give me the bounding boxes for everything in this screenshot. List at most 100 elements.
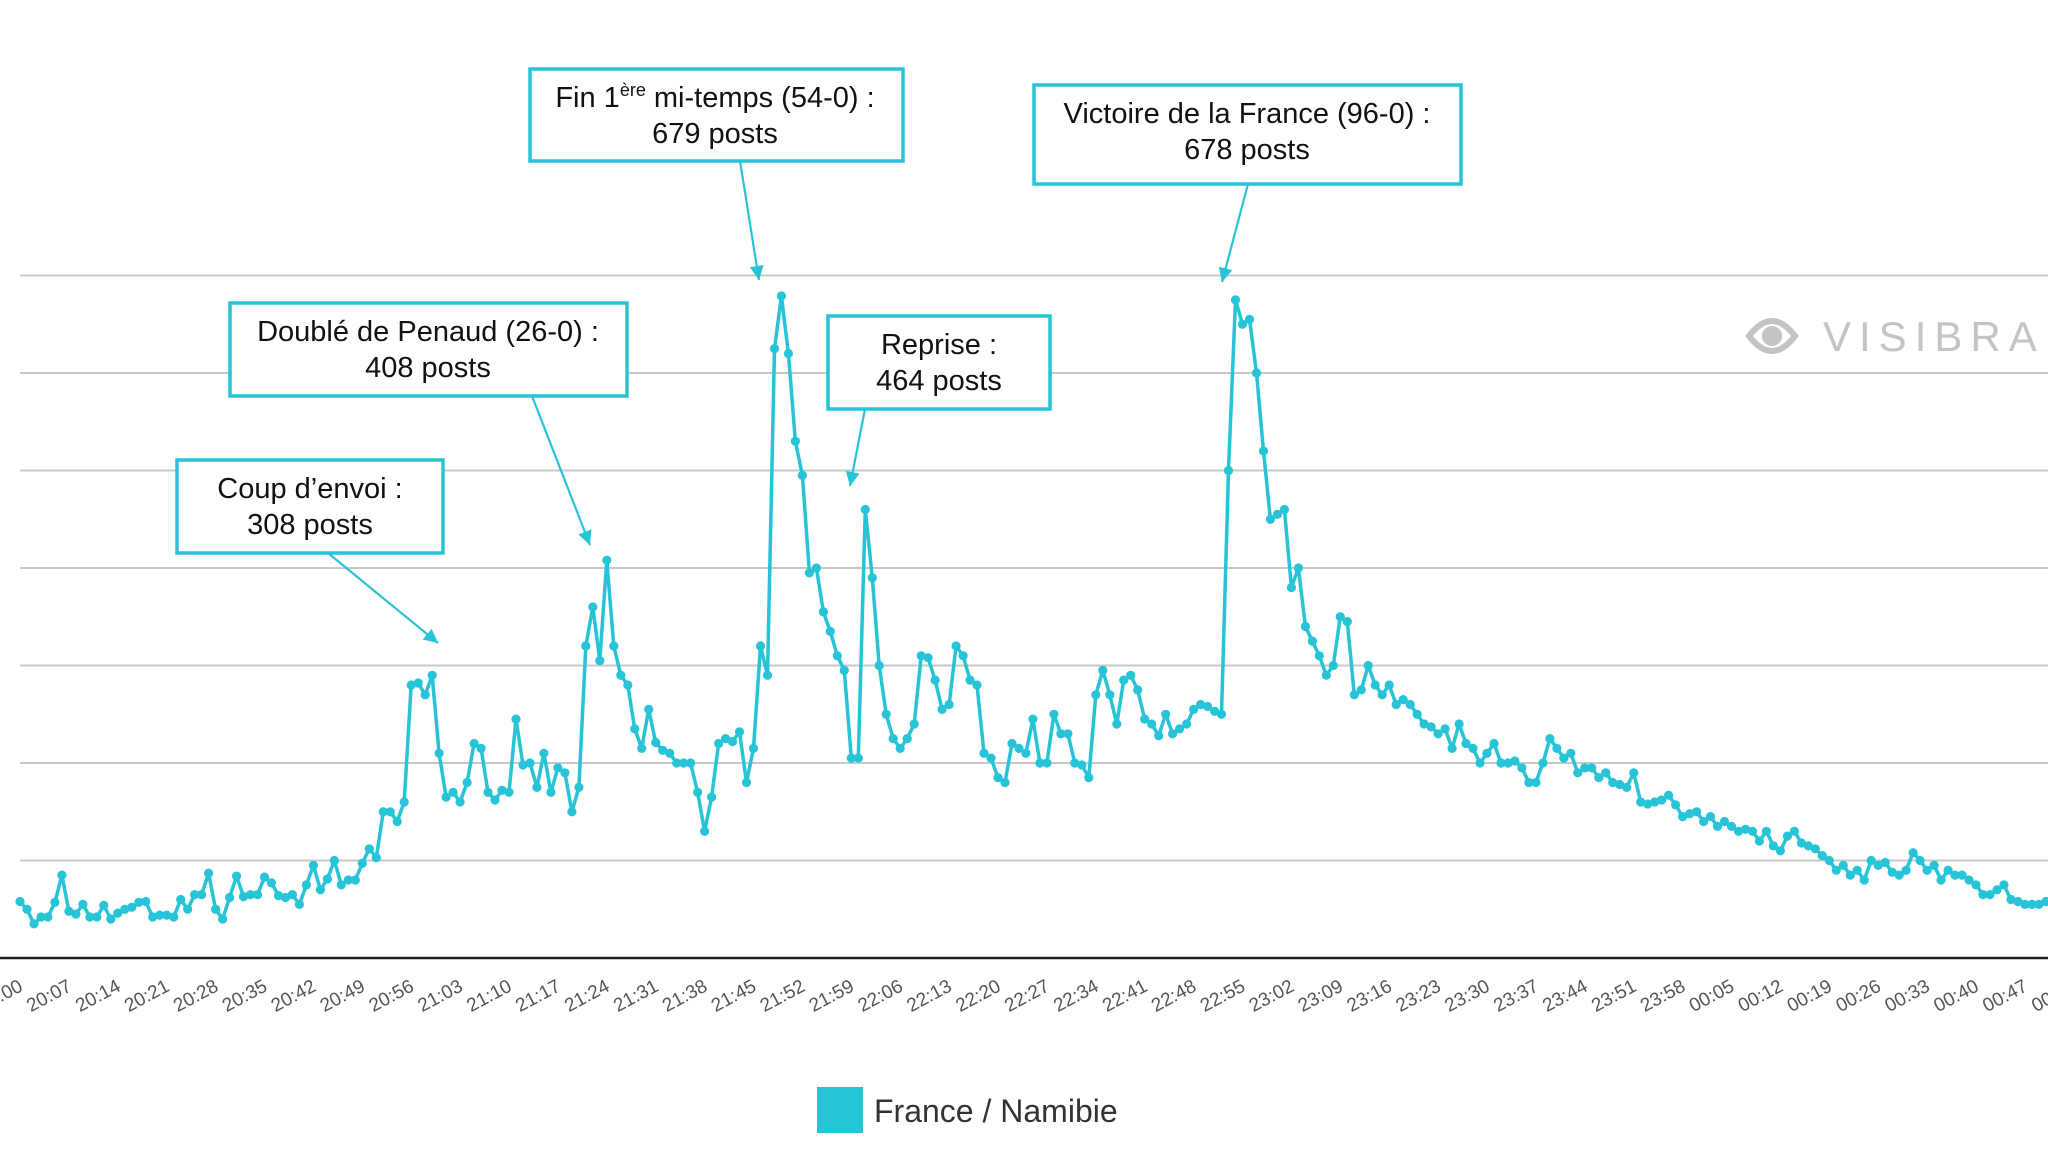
data-point <box>43 912 53 922</box>
data-point <box>490 795 500 805</box>
data-point <box>1664 790 1674 800</box>
data-point <box>1405 699 1415 710</box>
data-point <box>50 897 60 908</box>
data-point <box>972 680 982 690</box>
data-point <box>1384 680 1394 690</box>
data-point <box>1943 865 1953 875</box>
data-point <box>364 844 374 854</box>
data-point <box>462 777 472 788</box>
data-point <box>1426 722 1436 732</box>
data-point <box>1070 758 1080 768</box>
data-point <box>252 890 263 900</box>
data-point <box>434 748 444 758</box>
data-point <box>1873 860 1883 871</box>
data-point <box>734 727 745 737</box>
data-point <box>315 885 325 895</box>
data-point <box>1391 699 1401 710</box>
data-point <box>1042 758 1052 768</box>
x-tick-label: 22:06 <box>855 976 907 1017</box>
data-point <box>986 753 996 763</box>
data-point <box>1824 855 1834 866</box>
data-point <box>1622 782 1632 793</box>
data-point <box>714 738 724 749</box>
data-point <box>1028 714 1038 724</box>
annotation-arrowhead <box>578 529 592 545</box>
data-point <box>1105 690 1115 700</box>
data-point <box>818 607 829 617</box>
data-point <box>1922 865 1932 875</box>
data-point <box>1454 719 1464 729</box>
data-point <box>776 291 787 301</box>
x-tick-label: 23:23 <box>1393 976 1445 1017</box>
data-point <box>1433 729 1443 739</box>
data-point <box>1307 636 1317 646</box>
data-point <box>2013 896 2023 907</box>
annotation-arrowhead <box>845 470 860 486</box>
data-point <box>273 891 284 901</box>
x-tick-label: 23:51 <box>1588 976 1640 1017</box>
data-point <box>1712 821 1723 832</box>
data-point <box>1335 612 1345 622</box>
data-point <box>1314 651 1324 661</box>
data-point <box>1119 675 1129 685</box>
data-point <box>106 914 116 924</box>
data-point <box>1629 768 1639 778</box>
data-point <box>1733 826 1744 836</box>
data-point <box>1587 763 1597 773</box>
annotation-box <box>528 67 905 163</box>
data-point <box>420 690 430 700</box>
x-tick-label: 21:38 <box>659 976 711 1017</box>
data-point <box>630 724 640 734</box>
data-point <box>1817 851 1827 861</box>
data-point <box>581 641 591 651</box>
data-point <box>511 714 521 724</box>
x-tick-label: 22:27 <box>1001 976 1053 1017</box>
x-tick-label: 20:49 <box>317 976 369 1017</box>
x-tick-label: 20:07 <box>23 976 75 1017</box>
data-point <box>1838 860 1848 871</box>
data-point <box>1678 812 1688 822</box>
data-point <box>448 787 458 797</box>
data-point <box>64 906 74 916</box>
data-point <box>1182 719 1192 729</box>
data-point <box>1705 812 1716 822</box>
data-point <box>741 777 752 788</box>
data-point <box>294 899 304 910</box>
data-point <box>769 344 780 354</box>
data-point <box>839 665 849 676</box>
data-point <box>881 709 891 719</box>
data-point <box>1321 670 1331 680</box>
data-point <box>1196 699 1206 710</box>
annotation-arrowhead <box>749 265 764 280</box>
data-point <box>1580 763 1590 773</box>
data-point <box>385 807 395 817</box>
data-point <box>1461 738 1471 749</box>
data-point <box>1342 617 1352 627</box>
data-point <box>874 660 884 671</box>
data-point <box>797 470 808 480</box>
data-point <box>1189 704 1199 715</box>
data-point <box>120 904 130 914</box>
annotation-box <box>1032 83 1463 186</box>
data-point <box>623 680 633 690</box>
data-point <box>1964 875 1974 885</box>
data-point <box>944 699 954 710</box>
x-tick-labels: 20:0020:0720:1420:2120:2820:3520:4220:49… <box>0 976 2048 1017</box>
data-point <box>1803 841 1813 851</box>
data-point <box>916 651 926 661</box>
x-tick-label: 23:16 <box>1344 976 1396 1017</box>
data-point <box>553 763 563 773</box>
data-point <box>1419 719 1429 729</box>
x-tick-label: 22:48 <box>1148 976 1200 1017</box>
data-point <box>2027 899 2037 910</box>
data-point <box>497 785 507 795</box>
data-point <box>1782 831 1792 841</box>
annotation-arrow <box>738 160 761 281</box>
x-tick-label: 20:56 <box>366 976 418 1017</box>
data-point <box>1251 368 1262 378</box>
annotation-box <box>826 314 1052 411</box>
data-point <box>1161 709 1171 719</box>
data-point <box>1154 731 1164 741</box>
data-point <box>1468 743 1478 754</box>
